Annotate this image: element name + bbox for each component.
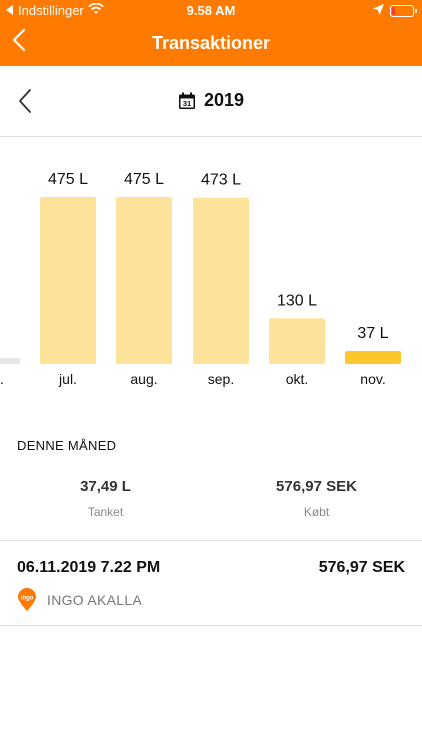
back-to-app-icon[interactable]	[6, 3, 14, 18]
bar-value-label: 130 L	[277, 292, 317, 309]
bar-chart: . 475 L jul. 475 L aug. 473 L sep. 130 L okt. 37 …	[0, 171, 401, 387]
status-left: Indstillinger	[6, 2, 104, 18]
status-bar: Indstillinger 9.58 AM	[0, 0, 422, 22]
status-time: 9.58 AM	[186, 3, 236, 18]
page-title: Transaktioner	[151, 33, 271, 53]
year-value: 2019	[203, 90, 245, 110]
bar-sep.[interactable]	[193, 197, 249, 364]
chevron-left-icon	[19, 89, 31, 113]
calendar-icon: 31	[178, 92, 195, 109]
month-label: .	[0, 371, 4, 387]
transaction-station: ingo INGO AKALLA	[17, 588, 142, 612]
divider	[0, 625, 422, 626]
transaction-datetime: 06.11.2019 7.22 PM	[17, 559, 161, 576]
bar-value-label: 475 L	[124, 171, 164, 188]
bar-jul.[interactable]	[40, 197, 96, 364]
fuel-value: 37,49 L	[80, 478, 131, 495]
calendar-day: 31	[183, 99, 191, 108]
chevron-left-icon	[12, 28, 26, 52]
summary-heading: DENNE MÅNED	[17, 438, 117, 453]
transaction-amount: 576,97 SEK	[318, 559, 405, 576]
previous-year-button[interactable]	[18, 88, 36, 116]
month-label: sep.	[208, 371, 234, 387]
battery-icon	[390, 4, 417, 17]
bar-value-label: 475 L	[48, 171, 88, 188]
status-right	[373, 3, 417, 18]
month-label: aug.	[130, 371, 157, 387]
month-label: jul.	[58, 371, 77, 387]
monthly-fuel-chart: . 475 L jul. 475 L aug. 473 L sep. 130 L okt. 37 …	[0, 137, 422, 397]
year-display[interactable]: 31 2019	[0, 90, 422, 111]
top-bar: Indstillinger 9.58 AM Transaktioner	[0, 0, 422, 66]
bar-jun.[interactable]	[0, 358, 20, 364]
bar-value-label: 473 L	[201, 172, 241, 189]
bar-aug.[interactable]	[116, 197, 172, 364]
fuel-stat: 37,49 L Tanket	[0, 478, 211, 519]
year-selector: 31 2019	[0, 66, 422, 137]
fuel-label: Tanket	[87, 505, 124, 519]
cost-stat: 576,97 SEK Købt	[211, 478, 422, 519]
bar-nov.[interactable]	[345, 350, 401, 364]
month-label: okt.	[286, 371, 309, 387]
ingo-logo-icon: ingo	[18, 588, 36, 611]
ingo-logo-text: ingo	[21, 596, 34, 602]
bar-value-label: 37 L	[357, 325, 388, 342]
location-icon	[373, 3, 384, 18]
back-button[interactable]	[12, 28, 36, 58]
station-name: INGO AKALLA	[47, 592, 143, 608]
cost-value: 576,97 SEK	[276, 478, 357, 495]
cost-label: Købt	[303, 505, 330, 519]
month-label: nov.	[360, 371, 385, 387]
bar-okt.[interactable]	[269, 318, 325, 364]
divider	[0, 540, 422, 541]
transaction-row[interactable]: 06.11.2019 7.22 PM 576,97 SEK ingo INGO …	[0, 541, 422, 625]
back-to-app-label[interactable]: Indstillinger	[18, 3, 84, 18]
wifi-icon	[88, 2, 104, 18]
